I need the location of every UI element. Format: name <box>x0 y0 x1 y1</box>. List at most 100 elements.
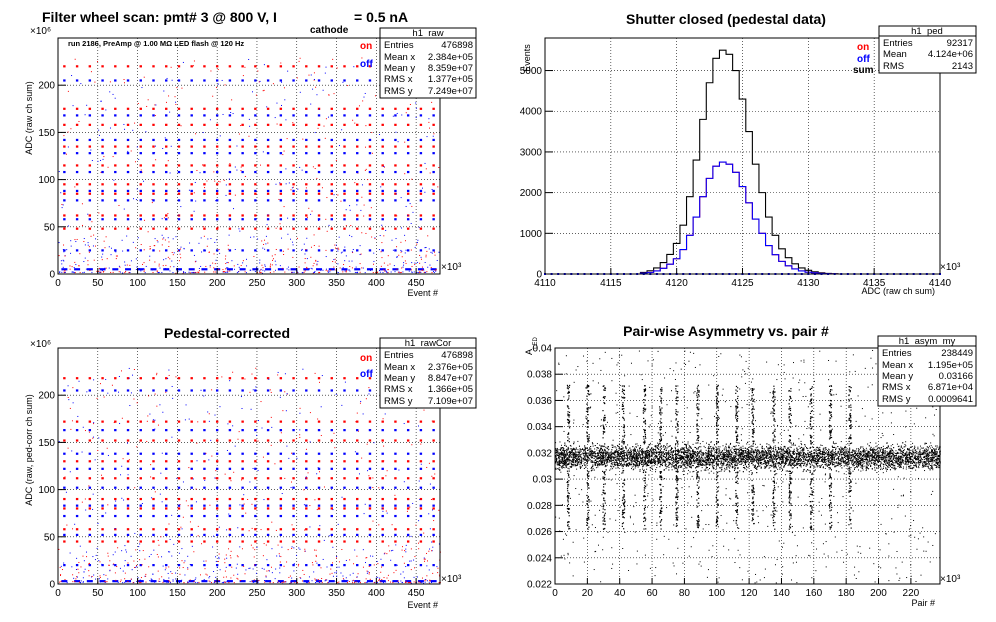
cor-point-on <box>266 540 270 543</box>
raw-point-on <box>367 179 369 181</box>
cor-point-on <box>428 550 430 552</box>
cor-point-off <box>406 564 410 567</box>
cor-point-off <box>210 439 212 441</box>
raw-point-on <box>419 107 423 110</box>
raw-point-on <box>305 123 308 126</box>
raw-point-off <box>406 199 410 202</box>
raw-point-low <box>410 249 412 251</box>
cor-point-off <box>303 504 305 506</box>
cor-point-off <box>63 564 66 567</box>
raw-point-off <box>233 208 235 210</box>
cor-point-low <box>204 568 206 570</box>
cor-point-off <box>63 467 66 470</box>
raw-point-off <box>165 114 168 117</box>
raw-point-off <box>356 249 359 252</box>
raw-point-low <box>259 270 261 272</box>
cor-point-low <box>368 573 370 575</box>
raw-point-low <box>200 265 202 267</box>
raw-point-off <box>394 152 397 155</box>
cor-point-off <box>382 510 384 512</box>
raw-point-on <box>411 178 413 180</box>
cor-point-on <box>160 536 162 538</box>
asym-point <box>936 467 938 469</box>
cor-point-off <box>232 425 234 427</box>
cor-point-on <box>165 528 168 531</box>
cor-point-off <box>123 499 125 501</box>
cor-point-off <box>63 389 66 392</box>
raw-point-off <box>203 218 206 221</box>
cor-point-low <box>345 577 347 579</box>
cor-point-on <box>406 540 410 543</box>
raw-point-on <box>177 107 181 110</box>
cor-point-low <box>300 577 302 579</box>
cor-point-low <box>381 566 383 568</box>
raw-point-off <box>232 113 234 115</box>
raw-point-off <box>411 262 413 264</box>
cor-point-off <box>290 580 297 583</box>
raw-point-on <box>210 70 212 72</box>
cor-point-low <box>366 570 368 572</box>
raw-point-on <box>262 267 264 269</box>
raw-point-on <box>406 123 410 126</box>
asym-xlabel: Pair # <box>911 598 935 608</box>
cor-point-off <box>74 523 76 525</box>
raw-point-off <box>392 115 394 117</box>
cor-point-low <box>420 582 422 584</box>
raw-point-low <box>420 258 422 260</box>
raw-point-off <box>360 209 362 211</box>
cor-point-on <box>165 439 168 442</box>
cor-point-off <box>75 467 79 470</box>
raw-point-low <box>410 269 412 271</box>
cor-legend-off: off <box>360 369 373 380</box>
cor-point-off <box>63 562 65 564</box>
cor-point-on <box>126 420 130 423</box>
raw-point-low <box>108 267 110 269</box>
cor-point-low <box>381 579 383 581</box>
raw-point-on <box>365 125 367 127</box>
cor-stats-value-0: 476898 <box>441 350 473 361</box>
raw-point-off <box>266 138 270 142</box>
raw-point-off <box>126 170 130 174</box>
raw-point-low <box>225 255 227 257</box>
cor-point-low <box>299 577 301 579</box>
raw-point-low <box>209 264 211 266</box>
cor-point-on <box>126 377 130 380</box>
raw-point-off <box>330 218 333 221</box>
raw-point-off <box>419 152 423 155</box>
raw-point-off <box>75 138 79 142</box>
cor-point-on <box>386 470 388 472</box>
cor-point-off <box>92 508 94 510</box>
raw-point-on <box>279 65 283 68</box>
cor-point-low <box>181 560 183 562</box>
raw-point-off <box>254 152 257 155</box>
raw-point-low <box>391 239 393 241</box>
raw-point-on <box>317 214 321 217</box>
raw-point-low <box>149 259 151 261</box>
cor-point-low <box>364 582 366 584</box>
cor-point-off <box>279 533 283 537</box>
asym-point <box>596 461 598 463</box>
cor-point-low <box>182 567 184 569</box>
cor-point-low <box>304 550 306 552</box>
cor-point-low <box>213 582 215 584</box>
cor-point-low <box>168 577 170 579</box>
cor-point-on <box>274 463 276 465</box>
raw-point-on <box>323 125 325 127</box>
cor-point-on <box>215 497 219 501</box>
raw-point-low <box>70 240 72 242</box>
raw-point-off <box>424 162 426 164</box>
cor-point-off <box>177 564 181 567</box>
cor-point-off <box>67 385 69 387</box>
cor-point-low <box>123 565 125 567</box>
raw-point-on <box>98 212 100 214</box>
cor-point-off <box>292 389 295 392</box>
cor-point-low <box>226 557 228 559</box>
raw-point-low <box>356 272 358 274</box>
cor-point-low <box>421 581 423 583</box>
asym-point <box>848 458 850 460</box>
raw-point-off <box>63 249 66 252</box>
cor-point-low <box>367 571 369 573</box>
cor-point-low <box>416 581 418 583</box>
raw-point-on <box>266 164 270 167</box>
cor-point-low <box>183 582 185 584</box>
